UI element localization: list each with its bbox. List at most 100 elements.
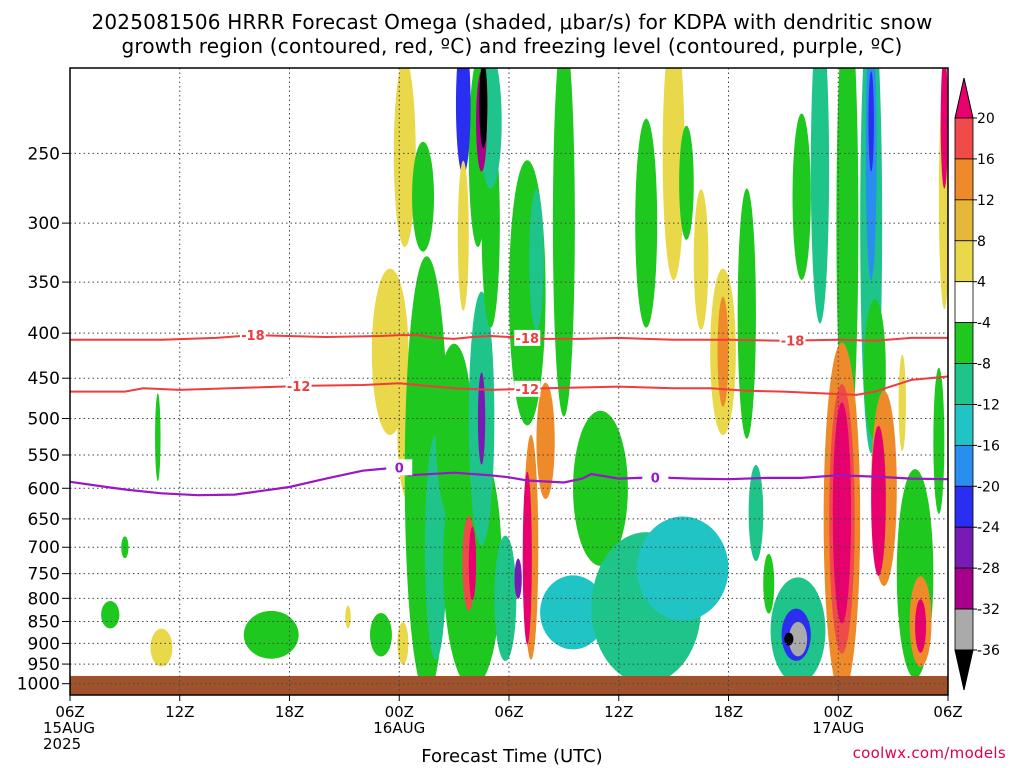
x-axis-label: Forecast Time (UTC) [421, 746, 603, 767]
omega-cell [868, 71, 874, 172]
y-tick-label: 600 [28, 479, 60, 499]
contour-label: -18 [241, 329, 265, 344]
contour-label-bg [779, 332, 806, 349]
omega-cell [477, 372, 486, 465]
omega-cell [637, 516, 729, 621]
x-tick-label: 12Z [165, 703, 194, 721]
omega-cell [479, 68, 488, 149]
colorbar-segment [954, 567, 974, 610]
y-tick-label: 650 [28, 510, 60, 530]
colorbar-segment [954, 444, 974, 487]
contour-label: 0 [395, 461, 404, 476]
omega-cell [898, 354, 906, 451]
grid-lines [70, 68, 948, 695]
x-tick-label: 16AUG [373, 719, 425, 737]
x-tick-label: 06Z [494, 703, 523, 721]
y-tick-label: 950 [28, 655, 60, 675]
colorbar-segment [954, 608, 974, 651]
omega-cell [737, 188, 756, 439]
x-tick-label: 06Z [55, 703, 84, 721]
omega-cell [522, 471, 532, 645]
omega-cell [393, 68, 416, 247]
contour-label: -18 [516, 332, 540, 347]
colorbar-segment [954, 281, 974, 324]
contour-labels: -18 -18 -18 -12 -12 0 0 [239, 327, 806, 486]
omega-cell [792, 113, 811, 280]
colorbar-label: -4 [977, 316, 991, 332]
contour-label-bg [514, 329, 541, 346]
omega-cell [529, 189, 544, 330]
contour-label: -12 [516, 383, 540, 398]
y-tick-label: 700 [28, 538, 60, 558]
omega-cell [915, 599, 927, 653]
colorbar-label: 12 [977, 193, 995, 209]
omega-cell [933, 367, 945, 514]
colorbar-label: -28 [977, 561, 1000, 577]
y-tick-label: 400 [28, 324, 60, 344]
y-tick-label: 1000 [17, 675, 60, 695]
omega-cell [455, 68, 471, 175]
colorbar-label: -32 [977, 602, 1000, 618]
omega-cell [514, 558, 522, 599]
omega-cell [693, 189, 709, 330]
contour-label-bg [386, 459, 413, 476]
colorbar: 20 16 12 8 4 -4 -8 -12 -16 -20 -24 -28 -32 -36 [954, 77, 1000, 691]
omega-cell [940, 68, 948, 189]
omega-cell [101, 600, 120, 629]
colorbar-segment [954, 526, 974, 569]
colorbar-segment [954, 322, 974, 364]
colorbar-label: -12 [977, 397, 1000, 413]
omega-cell [679, 125, 694, 240]
colorbar-label: 4 [977, 275, 986, 291]
colorbar-segment [954, 485, 974, 528]
colorbar-segment [954, 158, 974, 201]
x-tick-label: 17AUG [812, 719, 864, 737]
x-tick-label: 00Z [824, 703, 853, 721]
omega-cell [717, 296, 729, 407]
omega-cell [345, 605, 351, 629]
y-axis: 2503003504004505005506006507007508008509… [17, 144, 70, 695]
y-tick-label: 800 [28, 589, 60, 609]
x-tick-label: 15AUG [43, 719, 95, 737]
y-tick-label: 500 [28, 410, 60, 430]
contour-line [70, 466, 948, 497]
chart-title-line-2: growth region (contoured, red, ºC) and f… [121, 34, 903, 58]
colorbar-label: -16 [977, 438, 1000, 454]
contour-label-bg [285, 378, 312, 395]
omega-cell [412, 141, 435, 252]
y-tick-label: 750 [28, 565, 60, 585]
chart-title-line-1: 2025081506 HRRR Forecast Omega (shaded, … [91, 10, 933, 34]
contour-label: 0 [651, 471, 660, 486]
colorbar-segment [954, 117, 974, 160]
colorbar-label: -8 [977, 357, 991, 373]
y-tick-label: 250 [28, 144, 60, 164]
colorbar-label: 20 [977, 111, 995, 127]
colorbar-label: -20 [977, 479, 1000, 495]
colorbar-top-arrow [954, 77, 974, 119]
y-tick-label: 450 [28, 369, 60, 389]
x-tick-label: 18Z [714, 703, 743, 721]
colorbar-label: 8 [977, 234, 986, 250]
x-tick-label: 12Z [604, 703, 633, 721]
contour-line [70, 375, 948, 396]
omega-cell [552, 68, 575, 417]
colorbar-segment [954, 404, 974, 446]
contour-label: -12 [287, 380, 311, 395]
omega-cell [536, 382, 555, 500]
omega-cell [369, 613, 392, 657]
contour-label-bg [514, 380, 541, 397]
omega-cell [832, 402, 852, 624]
omega-cell [397, 622, 409, 665]
y-tick-label: 900 [28, 634, 60, 654]
colorbar-segment [954, 199, 974, 242]
omega-cell [243, 610, 299, 659]
credit-link[interactable]: coolwx.com/models [852, 744, 1006, 762]
x-tick-label: 2025 [43, 735, 81, 753]
colorbar-segment [954, 363, 974, 405]
omega-cell [150, 628, 173, 667]
colorbar-label: -36 [977, 643, 1000, 659]
x-tick-label: 06Z [933, 703, 962, 721]
omega-cell [468, 526, 477, 601]
